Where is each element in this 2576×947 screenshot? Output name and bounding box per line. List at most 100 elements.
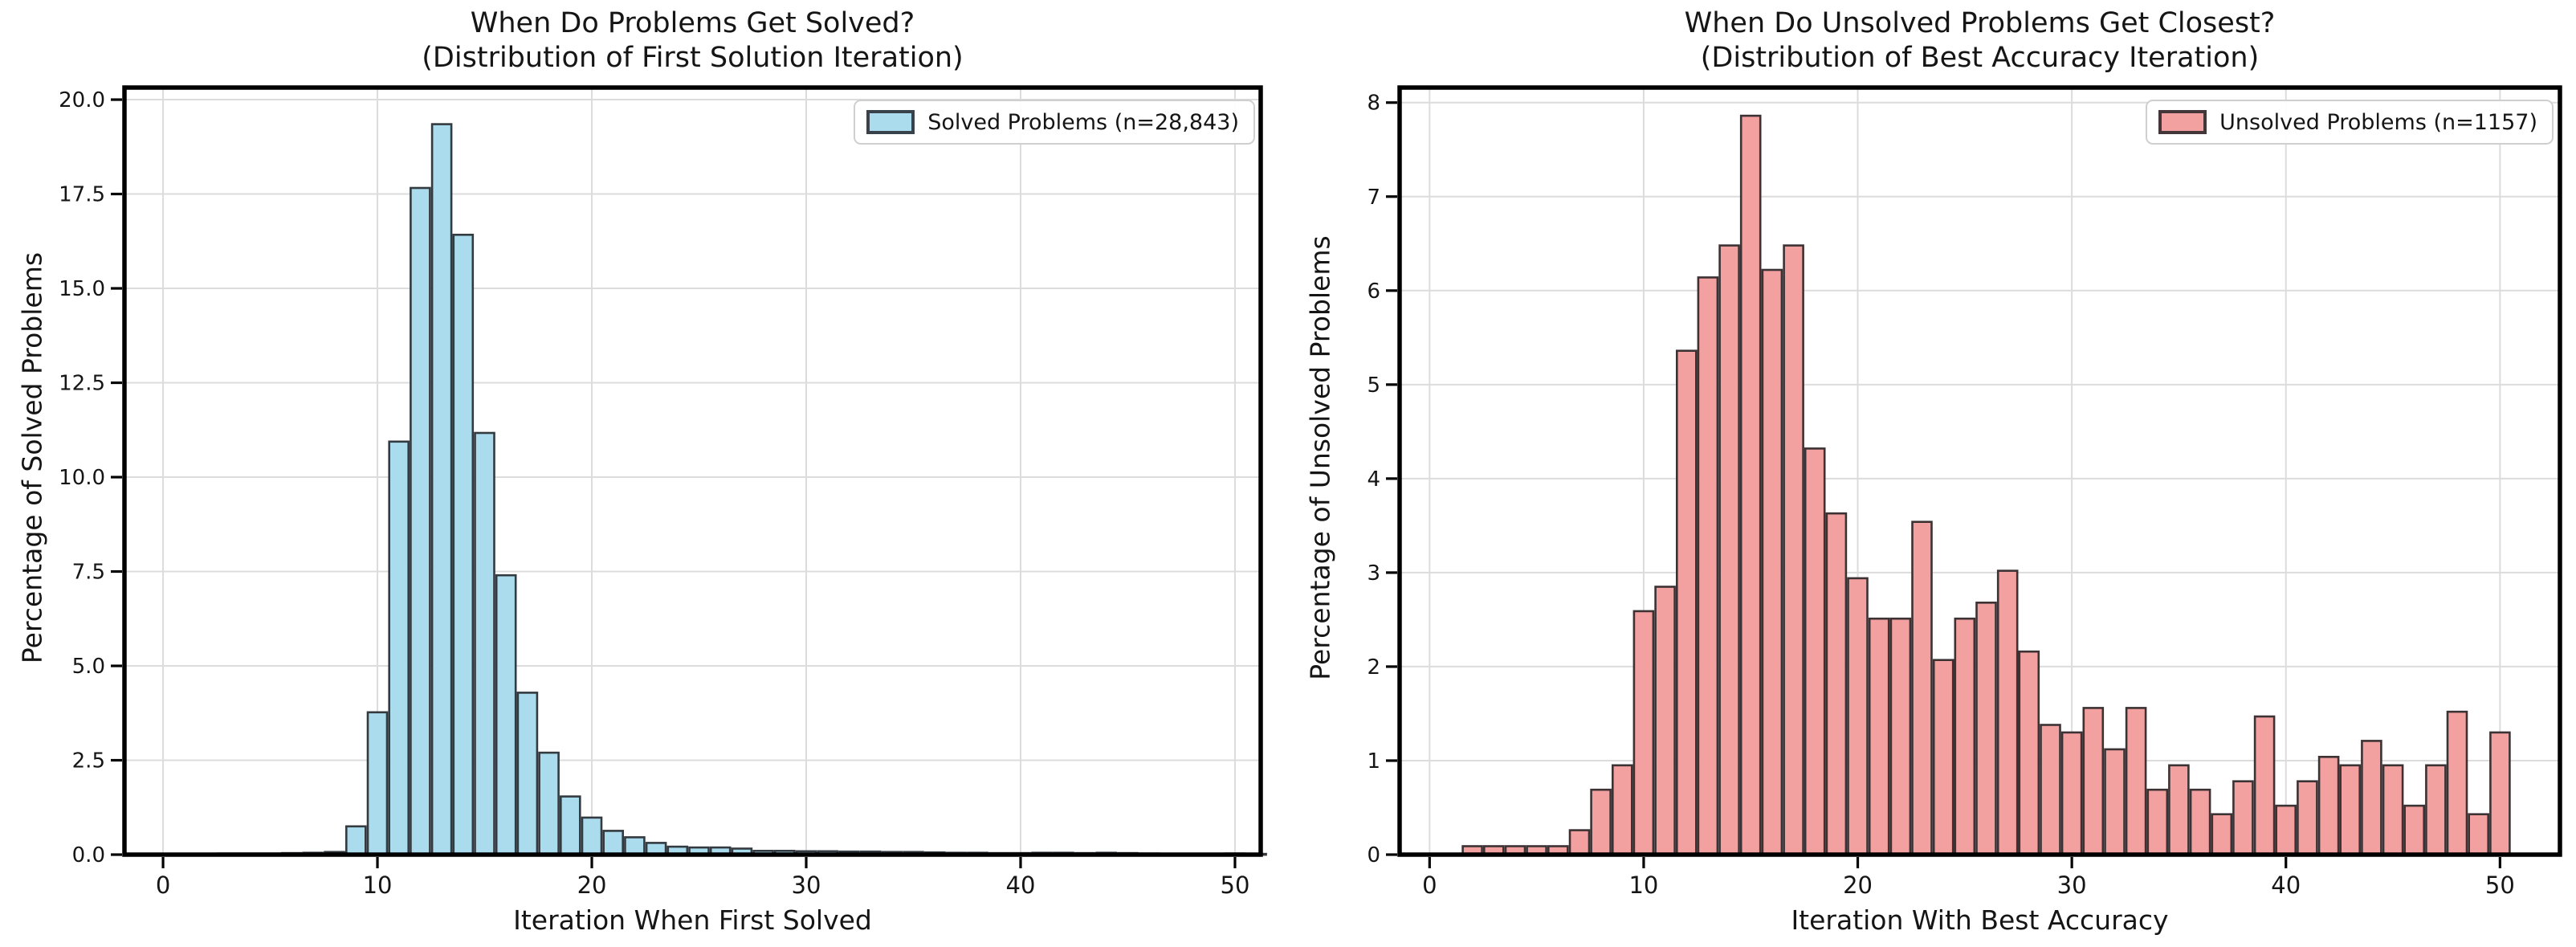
histogram-bar [538, 751, 560, 856]
histogram-bar [581, 816, 603, 856]
y-tick-label: 15.0 [59, 277, 105, 301]
histogram-bar [2082, 707, 2105, 856]
histogram-bar [1675, 349, 1698, 856]
x-tick-label: 10 [363, 871, 393, 899]
y-tick-label: 2.5 [72, 749, 105, 774]
histogram-bar [1718, 244, 1740, 856]
histogram-bar [2297, 780, 2318, 856]
histogram-bar [2018, 650, 2040, 856]
histogram-bar [1932, 659, 1954, 856]
x-tick-label: 0 [156, 871, 170, 899]
histogram-bar [516, 692, 539, 856]
y-tick-label: 1 [1367, 749, 1380, 774]
histogram-bar [344, 825, 367, 856]
x-axis-label: Iteration When First Solved [513, 904, 872, 936]
y-tick-label: 5 [1367, 373, 1380, 398]
histogram-bar [1697, 276, 1719, 856]
histogram-bar [1804, 447, 1826, 856]
histogram-bar [2253, 715, 2276, 856]
y-tick-label: 5.0 [72, 655, 105, 679]
x-tick-label: 20 [577, 871, 607, 899]
y-tick-label: 0 [1367, 843, 1380, 867]
x-axis-label: Iteration With Best Accuracy [1791, 904, 2169, 936]
histogram-bar [388, 440, 410, 856]
y-tick-label: 10.0 [59, 466, 105, 490]
y-axis-label: Percentage of Unsolved Problems [1304, 235, 1336, 680]
histogram-bar [495, 574, 517, 856]
histogram-bar [2446, 710, 2468, 856]
histogram-bar [1996, 569, 2019, 856]
histogram-bar [2168, 764, 2190, 856]
unsolved-histogram-plot: 0 10 20 30 40 50 0 1 2 3 4 5 6 7 8 [1367, 85, 2562, 899]
histogram-bar [2361, 740, 2382, 856]
histogram-bar [2382, 764, 2404, 856]
y-tick-label: 2 [1367, 655, 1380, 680]
histogram-bar [1590, 788, 1612, 856]
legend-box: Unsolved Problems (n=1157) [2146, 100, 2554, 145]
histogram-bar [2339, 764, 2361, 856]
x-tick-label: 30 [792, 871, 821, 899]
histogram-bar [1889, 617, 1912, 856]
legend-swatch-unsolved [2158, 110, 2207, 134]
histogram-bar [1911, 520, 1933, 856]
histogram-bar [474, 431, 495, 856]
chart-title: When Do Problems Get Solved? (Distributi… [124, 6, 1261, 76]
histogram-bar [2211, 813, 2233, 856]
histogram-bar [1761, 268, 1783, 856]
histogram-bar [1868, 617, 1890, 856]
histogram-bar [366, 711, 389, 856]
histogram-bar [2489, 731, 2511, 856]
histogram-bar [2189, 788, 2211, 856]
histogram-bar [1783, 244, 1804, 856]
histogram-bar [2403, 804, 2425, 856]
chart-title-line1: When Do Problems Get Solved? [470, 7, 915, 39]
histogram-bar [430, 123, 453, 856]
histogram-bar [1632, 610, 1655, 856]
histogram-bar [1568, 829, 1591, 856]
histogram-bar [2317, 755, 2340, 856]
x-tick-label: 10 [1628, 871, 1658, 899]
histogram-bar [559, 795, 581, 856]
y-tick-label: 4 [1367, 467, 1380, 492]
histogram-bar [602, 830, 625, 856]
histogram-bar [624, 836, 646, 856]
x-tick-label: 50 [1221, 871, 1250, 899]
x-tick-label: 0 [1422, 871, 1437, 899]
histogram-bar [2146, 788, 2169, 856]
x-tick-label: 40 [1006, 871, 1036, 899]
histogram-bar [2060, 731, 2083, 856]
unsolved-histogram-figure: 0 10 20 30 40 50 0 1 2 3 4 5 6 7 8 When Do Unsolved Pr… [1288, 0, 2576, 947]
legend-swatch-solved [866, 110, 915, 134]
histogram-bar [2468, 813, 2489, 856]
x-tick-label: 40 [2271, 871, 2301, 899]
histogram-bar [1975, 601, 1997, 856]
histogram-bar [1954, 617, 1976, 856]
histogram-bar [1611, 764, 1633, 856]
chart-title-line2: (Distribution of First Solution Iteratio… [422, 42, 964, 74]
y-tick-label: 3 [1367, 561, 1380, 586]
x-tick-label: 30 [2057, 871, 2087, 899]
legend-label: Solved Problems (n=28,843) [927, 109, 1239, 135]
y-tick-label: 7 [1367, 186, 1380, 210]
y-tick-label: 7.5 [72, 561, 105, 585]
chart-title-line1: When Do Unsolved Problems Get Closest? [1684, 7, 2276, 39]
histogram-bar [1739, 114, 1762, 856]
axes-spines [1397, 85, 2562, 857]
legend-box: Solved Problems (n=28,843) [854, 100, 1255, 145]
legend-label: Unsolved Problems (n=1157) [2219, 109, 2537, 135]
histogram-bar [1654, 586, 1676, 856]
y-tick-label: 8 [1367, 92, 1380, 116]
y-tick-label: 12.5 [59, 372, 105, 396]
histogram-bar [2104, 748, 2126, 856]
histogram-bar [452, 233, 475, 856]
x-tick-label: 50 [2485, 871, 2515, 899]
histogram-bar [410, 186, 431, 856]
y-tick-label: 0.0 [72, 843, 105, 867]
y-tick-label: 20.0 [59, 88, 105, 112]
y-axis-label: Percentage of Solved Problems [16, 251, 48, 664]
chart-title: When Do Unsolved Problems Get Closest? (… [1400, 6, 2560, 76]
chart-title-line2: (Distribution of Best Accuracy Iteration… [1700, 42, 2260, 74]
x-tick-label: 20 [1843, 871, 1873, 899]
histogram-bar [2040, 724, 2061, 856]
solved-histogram-figure: 0 10 20 30 40 50 0.0 2.5 5.0 7.5 10.0 12.5 15.0 17.5 2… [16, 6, 1267, 936]
